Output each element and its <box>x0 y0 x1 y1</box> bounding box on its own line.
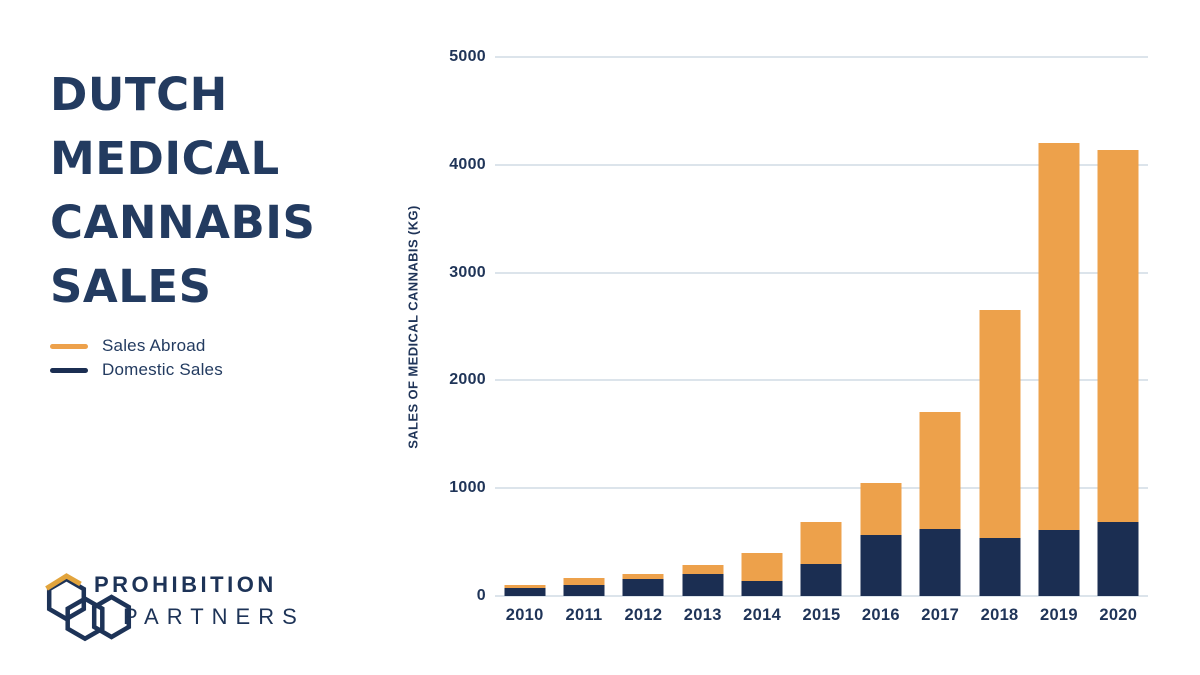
x-tick-label-2013: 2013 <box>683 606 722 624</box>
logo-line2: PARTNERS <box>123 604 305 629</box>
bar-column-2017 <box>911 57 970 596</box>
bar-segment-2013-abroad <box>682 564 724 574</box>
x-tick-label-2020: 2020 <box>1099 606 1138 624</box>
x-tick-label-2010: 2010 <box>505 606 544 624</box>
legend-item-sales-abroad: Sales Abroad <box>50 334 223 358</box>
logo-line1: PROHIBITION <box>94 572 277 597</box>
x-tick-label-2014: 2014 <box>743 606 782 624</box>
bar-segment-2017-abroad <box>919 411 961 530</box>
domestic-sales-swatch-icon <box>50 367 88 373</box>
gridline-3000 <box>495 271 1148 274</box>
bar-column-2012 <box>614 57 673 596</box>
x-tick-label-2018: 2018 <box>980 606 1019 624</box>
plot-area <box>495 56 1148 597</box>
bar-segment-2018-domestic <box>979 537 1021 596</box>
y-tick-label-1000: 1000 <box>449 479 486 497</box>
bar-segment-2017-domestic <box>919 529 961 596</box>
bar-segment-2016-abroad <box>860 482 902 535</box>
bar-segment-2015-domestic <box>800 563 842 596</box>
bar-segment-2010-domestic <box>504 588 546 596</box>
x-tick-label-2017: 2017 <box>921 606 960 624</box>
bar-segment-2011-abroad <box>563 578 605 585</box>
x-tick-label-2019: 2019 <box>1039 606 1078 624</box>
stacked-bar-2019 <box>1038 143 1080 596</box>
stacked-bar-2015 <box>800 521 842 596</box>
y-tick-label-5000: 5000 <box>449 48 486 65</box>
x-tick-label-2011: 2011 <box>565 606 603 624</box>
bar-segment-2016-domestic <box>860 534 902 596</box>
gridline-2000 <box>495 379 1148 382</box>
bar-segment-2012-abroad <box>622 574 664 580</box>
bar-segment-2010-abroad <box>504 584 546 589</box>
legend-label: Sales Abroad <box>102 336 206 355</box>
page-title: DUTCH MEDICAL CANNABIS SALES <box>50 68 316 314</box>
legend-item-domestic-sales: Domestic Sales <box>50 358 223 382</box>
x-axis-labels: 2010 2011 2012 2013 2014 2015 2016 2017 2018 2019… <box>495 606 1148 632</box>
bar-segment-2015-abroad <box>800 521 842 564</box>
gridline-4000 <box>495 163 1148 166</box>
bar-segment-2020-abroad <box>1097 149 1139 522</box>
stacked-bar-2018 <box>979 310 1021 596</box>
stacked-bar-2013 <box>682 564 724 596</box>
bar-column-2020 <box>1089 57 1148 596</box>
bar-segment-2014-domestic <box>741 580 783 596</box>
logo-wordmark: PROHIBITION PARTNERS <box>94 572 305 630</box>
stacked-bar-2014 <box>741 552 783 596</box>
bar-column-2019 <box>1029 57 1088 596</box>
legend-label: Domestic Sales <box>102 360 223 379</box>
bar-segment-2018-abroad <box>979 310 1021 538</box>
bar-column-2016 <box>851 57 910 596</box>
bar-segment-2019-abroad <box>1038 143 1080 531</box>
stacked-bar-2016 <box>860 482 902 596</box>
bar-column-2015 <box>792 57 851 596</box>
stacked-bar-2011 <box>563 578 605 596</box>
y-tick-label-4000: 4000 <box>449 155 486 173</box>
x-tick-label-2012: 2012 <box>624 606 663 624</box>
bar-segment-2014-abroad <box>741 552 783 581</box>
bar-segment-2020-domestic <box>1097 521 1139 596</box>
stacked-bar-2010 <box>504 584 546 596</box>
stacked-bar-2020 <box>1097 149 1139 596</box>
bar-column-2013 <box>673 57 732 596</box>
x-tick-label-2016: 2016 <box>861 606 900 624</box>
honeycomb-hexagons-icon <box>45 573 132 642</box>
gridline-5000 <box>495 56 1148 58</box>
y-tick-label-2000: 2000 <box>449 371 486 389</box>
stacked-bar-2012 <box>622 574 664 596</box>
y-tick-label-0: 0 <box>476 587 486 604</box>
y-tick-label-3000: 3000 <box>449 263 486 281</box>
bar-segment-2019-domestic <box>1038 530 1080 596</box>
bar-column-2014 <box>732 57 791 596</box>
chart-legend: Sales Abroad Domestic Sales <box>50 334 223 382</box>
bar-segment-2011-domestic <box>563 584 605 596</box>
sales-abroad-swatch-icon <box>50 343 88 349</box>
bar-column-2010 <box>495 57 554 596</box>
bar-column-2011 <box>554 57 613 596</box>
stacked-bar-2017 <box>919 411 961 596</box>
bar-segment-2013-domestic <box>682 573 724 596</box>
y-axis-labels: 0 1000 2000 3000 4000 5000 <box>400 48 486 604</box>
bar-column-2018 <box>970 57 1029 596</box>
bar-segment-2012-domestic <box>622 579 664 596</box>
gridline-0 <box>495 595 1148 597</box>
x-tick-label-2015: 2015 <box>802 606 841 624</box>
gridline-1000 <box>495 487 1148 490</box>
